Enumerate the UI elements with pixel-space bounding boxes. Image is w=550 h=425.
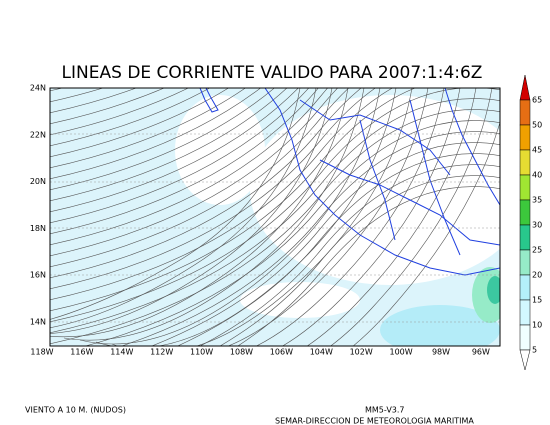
streamline <box>50 88 288 202</box>
colorbar-label: 50 <box>532 121 542 130</box>
colorbar-bottom <box>519 349 531 371</box>
colorbar-segment <box>519 299 531 326</box>
colorbar-label: 30 <box>532 221 542 230</box>
footer-credit: SEMAR-DIRECCION DE METEOROLOGIA MARITIMA <box>275 417 474 425</box>
streamline <box>50 98 500 334</box>
streamline <box>50 88 275 191</box>
colorbar-label: 15 <box>532 296 542 305</box>
lon-label: 114W <box>110 348 133 357</box>
lat-label: 18N <box>30 224 46 233</box>
lon-label: 100W <box>390 348 413 357</box>
lon-label: 102W <box>350 348 373 357</box>
streamline <box>50 88 299 213</box>
lon-label: 98W <box>432 348 450 357</box>
streamline <box>84 120 500 346</box>
streamline <box>255 88 445 346</box>
streamline <box>50 88 246 169</box>
colorbar-label: 65 <box>532 96 542 105</box>
streamline <box>50 88 165 125</box>
lat-label: 22N <box>30 130 46 139</box>
streamline <box>128 88 429 346</box>
streamline <box>50 88 350 268</box>
lon-label: 106W <box>270 348 293 357</box>
streamline <box>352 120 500 346</box>
colorbar-segment <box>519 224 531 251</box>
lat-label: 14N <box>30 318 46 327</box>
colorbar-segment <box>519 324 531 351</box>
streamline <box>50 88 310 224</box>
colorbar-segment <box>519 199 531 226</box>
streamline <box>50 88 416 312</box>
colorbar-label: 20 <box>532 271 542 280</box>
lon-label: 110W <box>190 348 213 357</box>
streamline <box>50 88 301 320</box>
lon-label: 96W <box>472 348 490 357</box>
lon-label: 116W <box>70 348 93 357</box>
footer-left: VIENTO A 10 M. (NUDOS) <box>25 406 126 415</box>
streamline <box>50 88 349 338</box>
title: LINEAS DE CORRIENTE VALIDO PARA 2007:1:4… <box>62 63 483 83</box>
streamline <box>50 88 317 329</box>
streamline <box>176 153 500 346</box>
streamline <box>50 88 394 301</box>
streamline <box>306 88 477 346</box>
streamline <box>50 88 339 257</box>
streamline <box>50 88 211 147</box>
streamline <box>219 175 500 346</box>
lon-label: 104W <box>310 348 333 357</box>
streamline <box>50 88 329 246</box>
colorbar-top <box>519 74 531 101</box>
lat-label: 24N <box>30 84 46 93</box>
colorbar-label: 35 <box>532 196 542 205</box>
map-frame <box>49 87 501 347</box>
streamline <box>50 88 189 136</box>
streamline <box>50 88 229 158</box>
colorbar-label: 25 <box>532 246 542 255</box>
lon-label: 118W <box>30 348 53 357</box>
streamline <box>50 109 500 345</box>
footer-model: MM5-V3.7 <box>365 406 405 415</box>
colorbar-segment <box>519 149 531 176</box>
streamline <box>79 88 381 345</box>
colorbar-segment <box>519 274 531 301</box>
streamline <box>237 186 500 346</box>
streamline <box>50 88 261 180</box>
lat-label: 20N <box>30 177 46 186</box>
streamline <box>95 88 397 346</box>
map <box>40 0 520 346</box>
lon-label: 112W <box>150 348 173 357</box>
colorbar-label: 40 <box>532 171 542 180</box>
colorbar-label: 45 <box>532 146 542 155</box>
colorbar-segment <box>519 124 531 151</box>
streamline <box>199 164 500 346</box>
colorbar-segment <box>519 174 531 201</box>
colorbar-label: 10 <box>532 321 542 330</box>
lon-label: 108W <box>230 348 253 357</box>
streamline <box>63 88 365 341</box>
streamline <box>40 0 520 71</box>
streamline <box>281 88 461 346</box>
streamline <box>50 88 362 279</box>
colorbar-segment <box>519 99 531 126</box>
colorbar-segment <box>519 249 531 276</box>
streamline <box>111 88 413 346</box>
streamline <box>151 142 500 346</box>
streamline <box>40 0 520 60</box>
streamline <box>50 88 333 334</box>
colorbar-label: 5 <box>532 346 537 355</box>
lat-label: 16N <box>30 271 46 280</box>
